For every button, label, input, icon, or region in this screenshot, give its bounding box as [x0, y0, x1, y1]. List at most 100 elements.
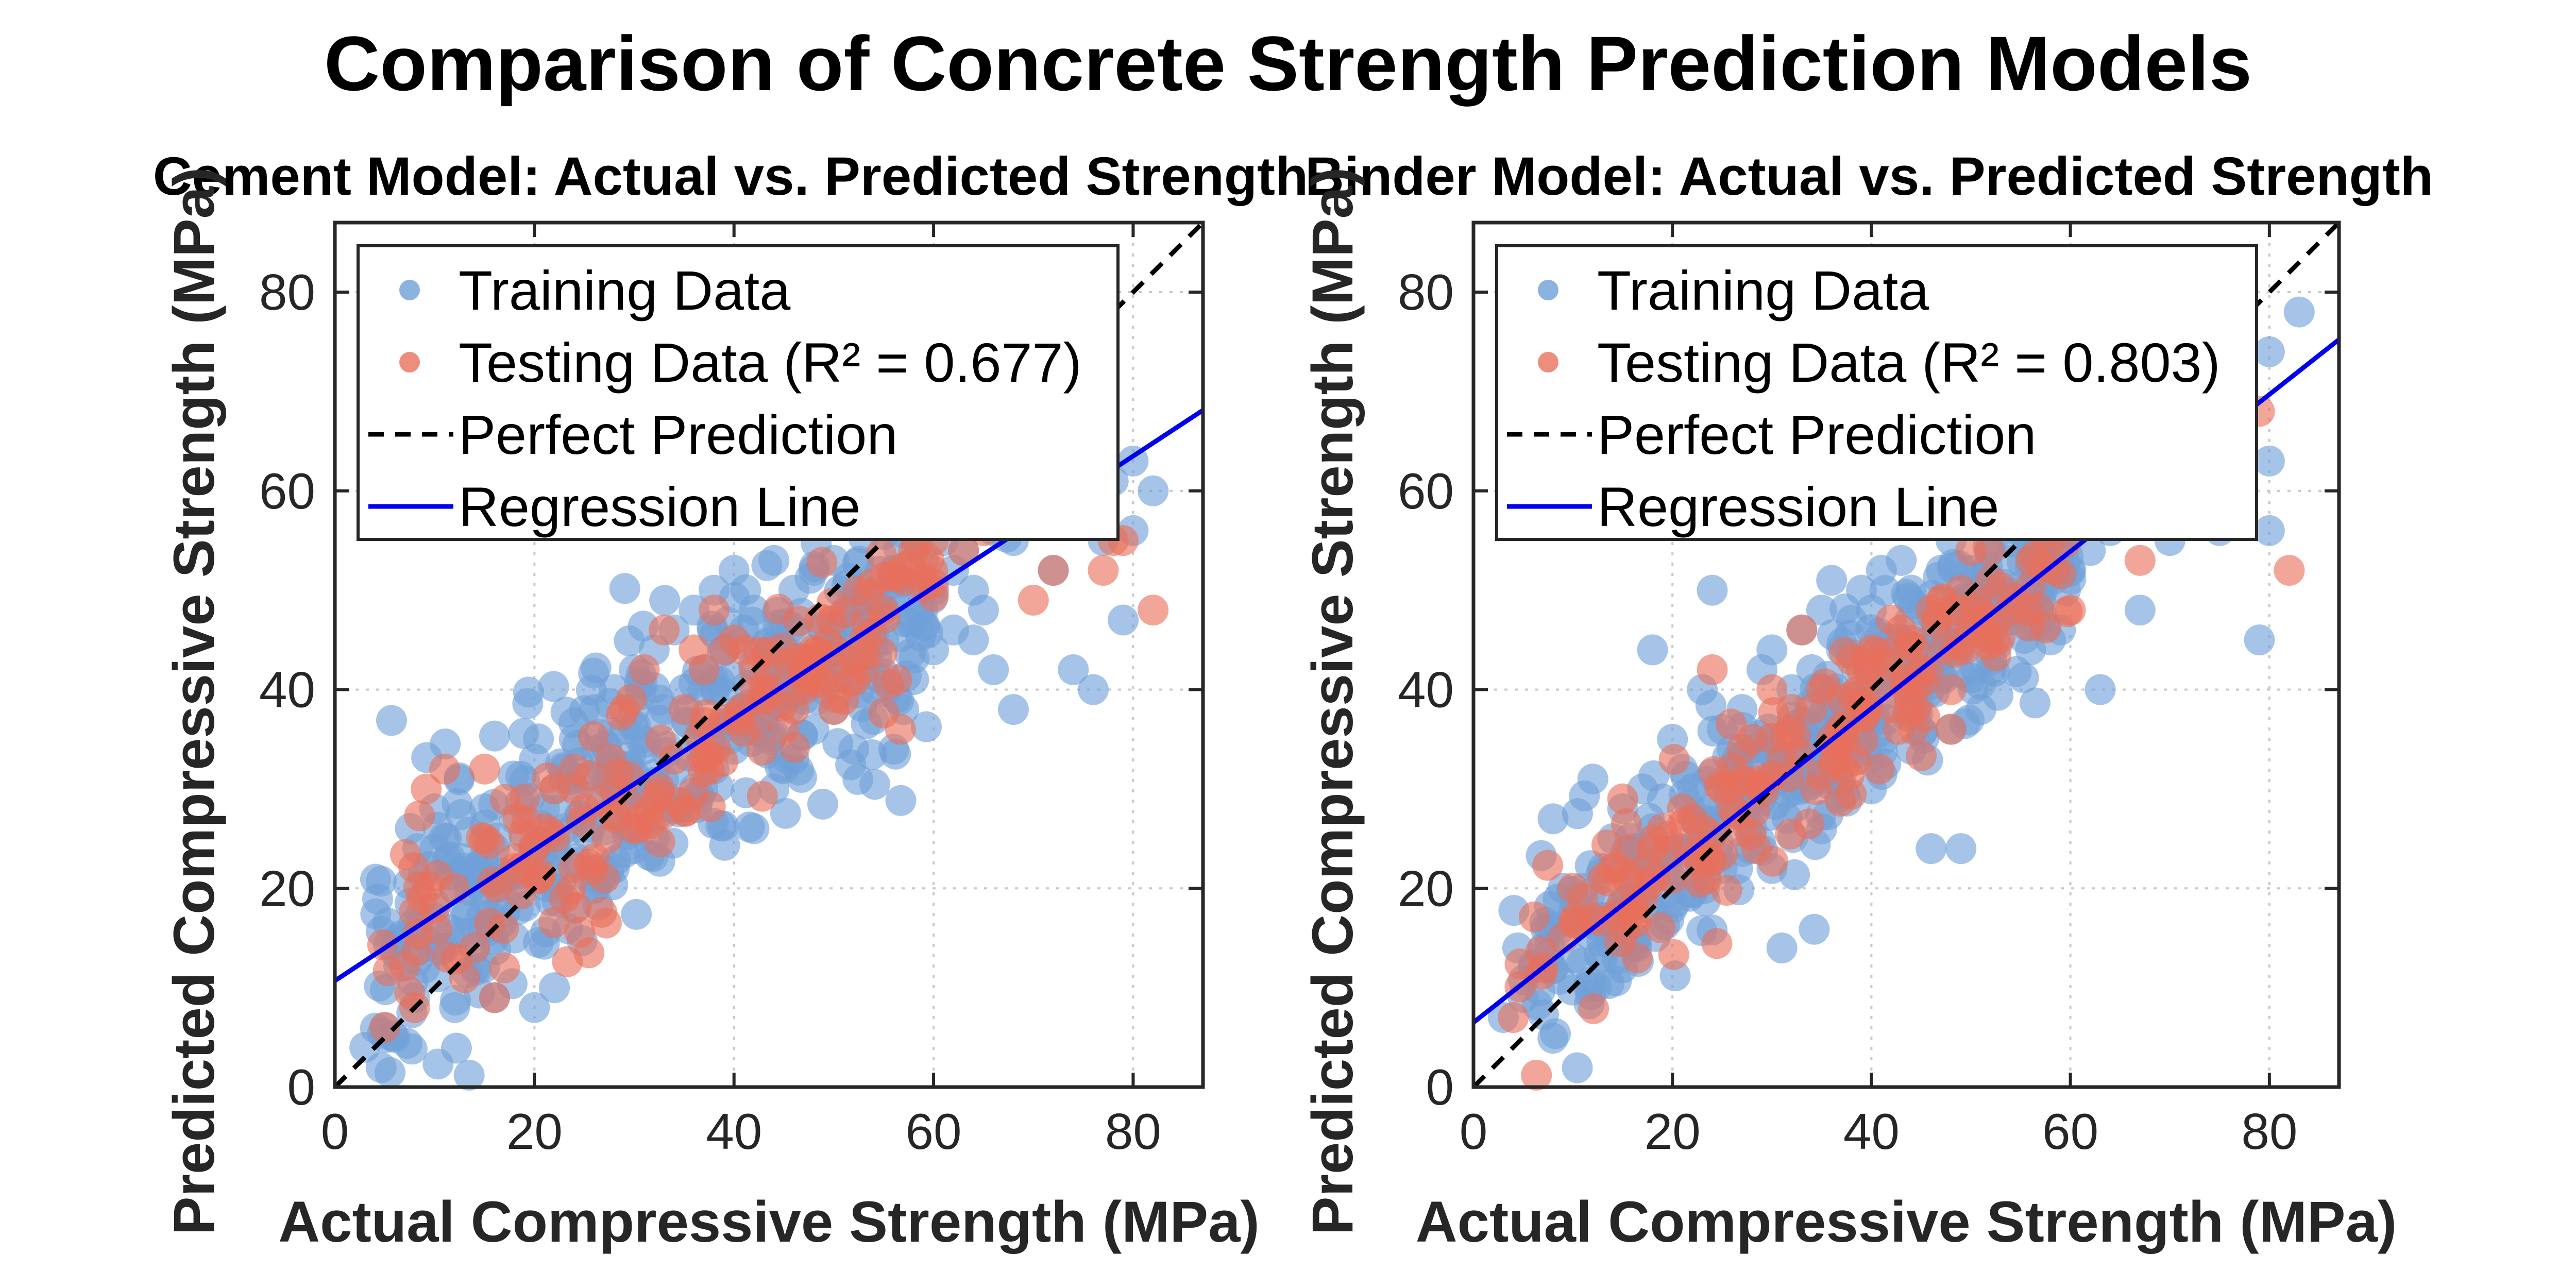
training-point: [479, 720, 510, 752]
testing-point: [401, 935, 432, 967]
training-point: [880, 738, 911, 770]
legend-testing-marker: [1538, 352, 1558, 372]
training-point: [649, 585, 681, 616]
testing-point: [1602, 852, 1633, 883]
testing-point: [2052, 596, 2083, 628]
axis-ticks: 0 20 40 60 80 0 20 40 60 80: [1398, 223, 2339, 1160]
training-point: [519, 992, 550, 1023]
testing-point: [1973, 535, 2005, 566]
training-point: [392, 1028, 423, 1059]
testing-point: [629, 654, 660, 685]
testing-point: [469, 753, 500, 785]
y-tick-label: 0: [1426, 1059, 1454, 1115]
testing-point: [1823, 724, 1855, 755]
testing-point: [1645, 912, 1676, 943]
training-point: [734, 811, 765, 843]
testing-point: [1138, 595, 1169, 626]
testing-point: [1518, 901, 1550, 933]
training-point: [1058, 654, 1089, 685]
training-point: [1540, 1018, 1571, 1049]
figure-suptitle: Comparison of Concrete Strength Predicti…: [324, 20, 2252, 107]
training-point: [2019, 687, 2050, 719]
training-point: [1964, 669, 1996, 700]
panel-title: Binder Model: Actual vs. Predicted Stren…: [1305, 146, 2433, 207]
x-tick-label: 60: [2042, 1103, 2098, 1160]
x-tick-label: 20: [1645, 1103, 1701, 1160]
training-point: [1637, 634, 1668, 666]
testing-point: [369, 1012, 400, 1043]
testing-point: [1631, 852, 1663, 884]
training-point: [2253, 445, 2285, 477]
axis-ticks: 0 20 40 60 80 0 20 40 60 80: [259, 223, 1203, 1160]
testing-point: [707, 745, 739, 777]
legend-regression-label: Regression Line: [459, 476, 860, 538]
training-point: [1108, 604, 1139, 636]
legend-training-marker: [399, 280, 420, 300]
testing-point: [1038, 555, 1069, 586]
testing-point: [1658, 744, 1690, 775]
testing-point: [806, 547, 838, 578]
testing-point: [1786, 614, 1818, 646]
training-point: [1766, 932, 1798, 963]
testing-point: [1578, 993, 1609, 1024]
testing-point: [1701, 928, 1733, 959]
training-point: [2124, 595, 2156, 626]
testing-point: [1756, 674, 1788, 705]
y-tick-label: 80: [259, 264, 315, 320]
training-point: [978, 654, 1009, 685]
training-point: [856, 739, 888, 770]
testing-point: [1962, 594, 1993, 625]
testing-point: [779, 732, 810, 763]
training-point: [807, 788, 838, 820]
axes-frame: [1471, 221, 2341, 1089]
legend-frame: [357, 244, 1120, 541]
training-point: [822, 728, 854, 759]
testing-point: [747, 735, 778, 766]
testing-point: [586, 896, 617, 928]
legend-testing-label: Testing Data (R² = 0.677): [459, 331, 1082, 394]
testing-point: [747, 781, 778, 812]
testing-markers: [367, 438, 1169, 1043]
testing-point: [763, 594, 794, 625]
testing-point: [466, 822, 497, 854]
training-point: [498, 760, 529, 792]
training-point: [523, 723, 554, 755]
training-point: [2253, 515, 2285, 546]
testing-point: [441, 943, 472, 975]
y-tick-label: 0: [287, 1059, 315, 1115]
training-point: [1562, 1052, 1593, 1083]
testing-point: [645, 724, 676, 756]
testing-point: [591, 823, 623, 854]
legend-training-label: Training Data: [1597, 259, 1929, 321]
training-point: [1756, 634, 1788, 666]
training-point: [1077, 674, 1109, 705]
testing-point: [948, 535, 979, 566]
training-point: [910, 711, 942, 742]
plot-area: 0 20 40 60 80 0 20 40 60 80: [1398, 221, 2341, 1160]
training-point: [550, 697, 582, 728]
testing-point: [2124, 545, 2156, 576]
training-point: [621, 899, 652, 930]
testing-point: [1897, 714, 1929, 745]
training-point: [440, 1032, 472, 1064]
y-tick-label: 60: [259, 463, 315, 519]
training-point: [1601, 965, 1632, 996]
testing-point: [1775, 819, 1806, 850]
training-point: [375, 1057, 406, 1088]
training-point: [938, 614, 969, 646]
testing-point: [1498, 1002, 1529, 1033]
testing-point: [1504, 948, 1536, 980]
testing-point: [670, 795, 702, 827]
x-tick-label: 60: [906, 1103, 962, 1160]
legend-perfect-label: Perfect Prediction: [459, 403, 897, 466]
training-point: [1886, 545, 1917, 576]
training-point: [1829, 593, 1860, 624]
testing-point: [1854, 656, 1885, 687]
legend-training-label: Training Data: [459, 259, 791, 321]
training-point: [453, 1059, 485, 1091]
training-point: [958, 574, 989, 606]
training-point: [365, 866, 397, 897]
testing-point: [1653, 836, 1684, 867]
training-point: [2084, 674, 2116, 705]
testing-point: [1800, 774, 1832, 805]
